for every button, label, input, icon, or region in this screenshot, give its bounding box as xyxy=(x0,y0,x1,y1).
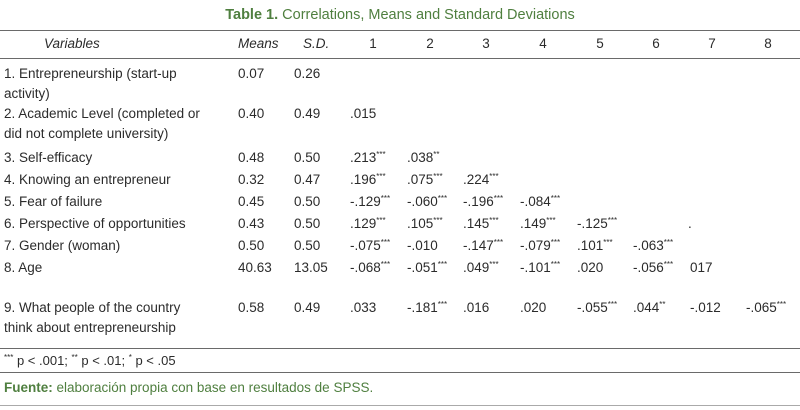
header-col-4: 4 xyxy=(539,36,547,51)
header-variables: Variables xyxy=(44,36,100,51)
row-sd: 0.47 xyxy=(294,172,321,187)
correlation-cell: .016 xyxy=(463,300,490,315)
correlation-cell: .145*** xyxy=(463,216,499,231)
row-label-continued: did not complete university) xyxy=(4,126,169,141)
row-sd: 0.50 xyxy=(294,150,321,165)
row-label: 2. Academic Level (completed or xyxy=(4,106,200,121)
header-col-3: 3 xyxy=(482,36,490,51)
row-mean: 0.58 xyxy=(238,300,265,315)
row-label-continued: activity) xyxy=(4,86,50,101)
header-col-8: 8 xyxy=(764,36,772,51)
row-sd: 0.50 xyxy=(294,238,321,253)
header-col-6: 6 xyxy=(652,36,660,51)
row-label: 3. Self-efficacy xyxy=(4,150,93,165)
row-mean: 0.32 xyxy=(238,172,265,187)
correlation-cell: -.147*** xyxy=(463,238,504,253)
row-sd: 13.05 xyxy=(294,260,328,275)
row-mean: 40.63 xyxy=(238,260,272,275)
correlation-cell: .196*** xyxy=(350,172,386,187)
correlation-cell: .213*** xyxy=(350,150,386,165)
row-mean: 0.40 xyxy=(238,106,265,121)
end-rule xyxy=(0,405,800,406)
footnote-rule xyxy=(0,372,800,373)
row-mean: 0.50 xyxy=(238,238,265,253)
row-label-continued: think about entrepreneurship xyxy=(4,320,176,335)
header-col-1: 1 xyxy=(369,36,377,51)
source-text: elaboración propia con base en resultado… xyxy=(52,380,374,395)
table-title: Table 1. Correlations, Means and Standar… xyxy=(0,4,800,26)
row-label: 6. Perspective of opportunities xyxy=(4,216,186,231)
row-sd: 0.50 xyxy=(294,216,321,231)
correlation-cell: .049*** xyxy=(463,260,499,275)
correlation-cell: 017 xyxy=(690,260,713,275)
correlation-cell: -.065*** xyxy=(746,300,787,315)
correlation-cell: -.181*** xyxy=(407,300,448,315)
correlation-cell: -.051*** xyxy=(407,260,448,275)
header-col-7: 7 xyxy=(708,36,716,51)
correlation-cell: -.010 xyxy=(407,238,438,253)
correlation-cell: .224*** xyxy=(463,172,499,187)
header-col-5: 5 xyxy=(596,36,604,51)
correlation-cell: .020 xyxy=(577,260,604,275)
row-mean: 0.45 xyxy=(238,194,265,209)
correlation-cell: -.056*** xyxy=(633,260,674,275)
table-title-number: Table 1. xyxy=(225,7,279,23)
table-title-text: Correlations, Means and Standard Deviati… xyxy=(278,7,575,23)
row-label: 9. What people of the country xyxy=(4,300,181,315)
correlation-cell: -.129*** xyxy=(350,194,391,209)
row-sd: 0.26 xyxy=(294,66,321,81)
correlation-cell: -.079*** xyxy=(520,238,561,253)
correlation-cell: .020 xyxy=(520,300,547,315)
bottom-rule xyxy=(0,348,800,349)
correlation-cell: .015 xyxy=(350,106,377,121)
row-label: 8. Age xyxy=(4,260,43,275)
source-note: Fuente: elaboración propia con base en r… xyxy=(4,377,373,399)
correlation-cell: .101*** xyxy=(577,238,613,253)
correlation-cell: .149*** xyxy=(520,216,556,231)
correlation-cell: -.012 xyxy=(690,300,721,315)
row-label: 1. Entrepreneurship (start-up xyxy=(4,66,177,81)
stray-mark: . xyxy=(688,216,692,231)
correlation-cell: .105*** xyxy=(407,216,443,231)
correlation-cell: -.060*** xyxy=(407,194,448,209)
row-mean: 0.48 xyxy=(238,150,265,165)
header-means: Means xyxy=(238,36,279,51)
correlation-cell: -.196*** xyxy=(463,194,504,209)
correlation-cell: .038** xyxy=(407,150,440,165)
row-label: 5. Fear of failure xyxy=(4,194,103,209)
row-sd: 0.49 xyxy=(294,300,321,315)
correlation-cell: .033 xyxy=(350,300,377,315)
correlation-cell: -.075*** xyxy=(350,238,391,253)
top-rule xyxy=(0,30,800,31)
correlation-cell: .044** xyxy=(633,300,666,315)
header-rule xyxy=(0,58,800,59)
row-mean: 0.43 xyxy=(238,216,265,231)
row-label: 7. Gender (woman) xyxy=(4,238,121,253)
row-label: 4. Knowing an entrepreneur xyxy=(4,172,171,187)
correlation-cell: -.084*** xyxy=(520,194,561,209)
correlation-cell: -.055*** xyxy=(577,300,618,315)
correlation-cell: -.063*** xyxy=(633,238,674,253)
header-sd: S.D. xyxy=(303,36,330,51)
correlation-cell: -.125*** xyxy=(577,216,618,231)
significance-footnote: *** p < .001; ** p < .01; * p < .05 xyxy=(4,353,176,368)
correlation-cell: .075*** xyxy=(407,172,443,187)
row-mean: 0.07 xyxy=(238,66,265,81)
correlation-cell: -.068*** xyxy=(350,260,391,275)
correlation-cell: -.101*** xyxy=(520,260,561,275)
row-sd: 0.49 xyxy=(294,106,321,121)
header-col-2: 2 xyxy=(426,36,434,51)
correlation-cell: .129*** xyxy=(350,216,386,231)
source-label: Fuente: xyxy=(4,380,53,395)
row-sd: 0.50 xyxy=(294,194,321,209)
